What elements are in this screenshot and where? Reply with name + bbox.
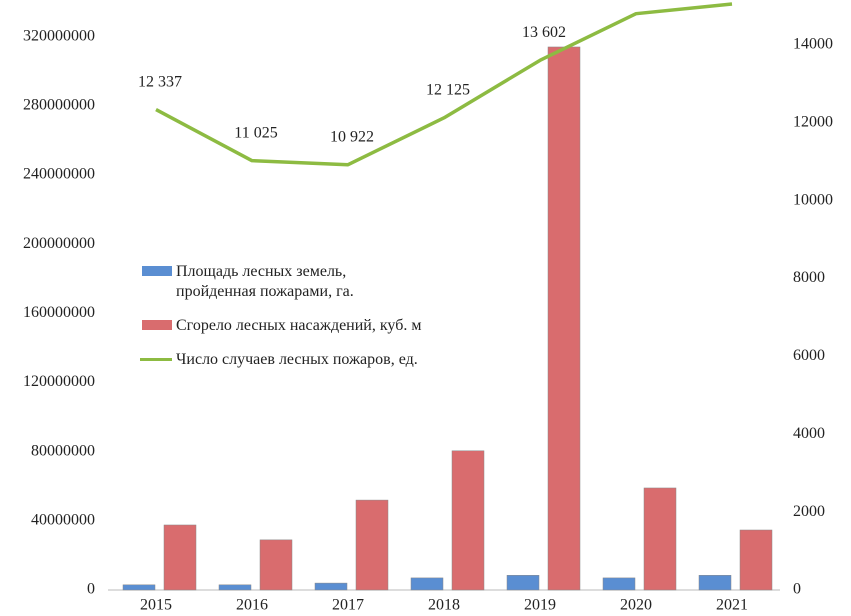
y2-tick-label: 12000 bbox=[793, 113, 833, 130]
x-tick-label: 2021 bbox=[716, 597, 748, 614]
y2-tick-label: 8000 bbox=[793, 269, 825, 286]
bar bbox=[218, 584, 252, 591]
bar bbox=[602, 577, 636, 591]
bar bbox=[547, 46, 581, 591]
bar bbox=[506, 575, 540, 591]
x-tick-label: 2020 bbox=[620, 597, 652, 614]
legend-label: Число случаев лесных пожаров, ед. bbox=[176, 351, 418, 368]
bar bbox=[643, 487, 677, 591]
y2-tick-label: 14000 bbox=[793, 36, 833, 53]
bar bbox=[451, 450, 485, 591]
data-label: 11 025 bbox=[234, 124, 277, 141]
y-tick-label: 160000000 bbox=[23, 304, 95, 321]
legend-label: Сгорело лесных насаждений, куб. м bbox=[176, 317, 422, 334]
legend-entry: Площадь лесных земель, пройденная пожара… bbox=[140, 262, 520, 302]
y-tick-label: 120000000 bbox=[23, 373, 95, 390]
data-label: 12 125 bbox=[426, 82, 470, 99]
y-tick-label: 200000000 bbox=[23, 235, 95, 252]
y2-tick-label: 0 bbox=[793, 581, 801, 598]
bar bbox=[698, 575, 732, 591]
x-tick-label: 2018 bbox=[428, 597, 460, 614]
legend-entry: Сгорело лесных насаждений, куб. м bbox=[140, 316, 520, 336]
y2-tick-label: 10000 bbox=[793, 191, 833, 208]
bar bbox=[163, 524, 197, 591]
data-label: 13 602 bbox=[522, 24, 566, 41]
x-tick-label: 2015 bbox=[140, 597, 172, 614]
legend-swatch bbox=[140, 350, 176, 370]
legend-swatch bbox=[140, 316, 176, 336]
y-tick-label: 280000000 bbox=[23, 96, 95, 113]
legend-label: Площадь лесных земель, пройденная пожара… bbox=[176, 263, 354, 300]
bar bbox=[122, 584, 156, 591]
legend: Площадь лесных земель, пройденная пожара… bbox=[140, 262, 520, 384]
bar bbox=[259, 539, 293, 591]
y-tick-label: 40000000 bbox=[31, 511, 95, 528]
y-tick-label: 240000000 bbox=[23, 166, 95, 183]
data-label: 10 922 bbox=[330, 128, 374, 145]
line bbox=[155, 2, 733, 167]
x-tick-label: 2016 bbox=[236, 597, 268, 614]
bar bbox=[355, 499, 389, 591]
y2-tick-label: 6000 bbox=[793, 347, 825, 364]
legend-entry: Число случаев лесных пожаров, ед. bbox=[140, 350, 520, 370]
y2-tick-label: 4000 bbox=[793, 425, 825, 442]
bar bbox=[739, 529, 773, 591]
bar bbox=[314, 582, 348, 591]
y-tick-label: 0 bbox=[87, 581, 95, 598]
y-tick-label: 320000000 bbox=[23, 27, 95, 44]
y2-tick-label: 2000 bbox=[793, 503, 825, 520]
legend-swatch bbox=[140, 262, 176, 282]
bar bbox=[410, 577, 444, 591]
x-tick-label: 2017 bbox=[332, 597, 364, 614]
data-label: 12 337 bbox=[138, 73, 182, 90]
x-tick-label: 2019 bbox=[524, 597, 556, 614]
y-tick-label: 80000000 bbox=[31, 442, 95, 459]
